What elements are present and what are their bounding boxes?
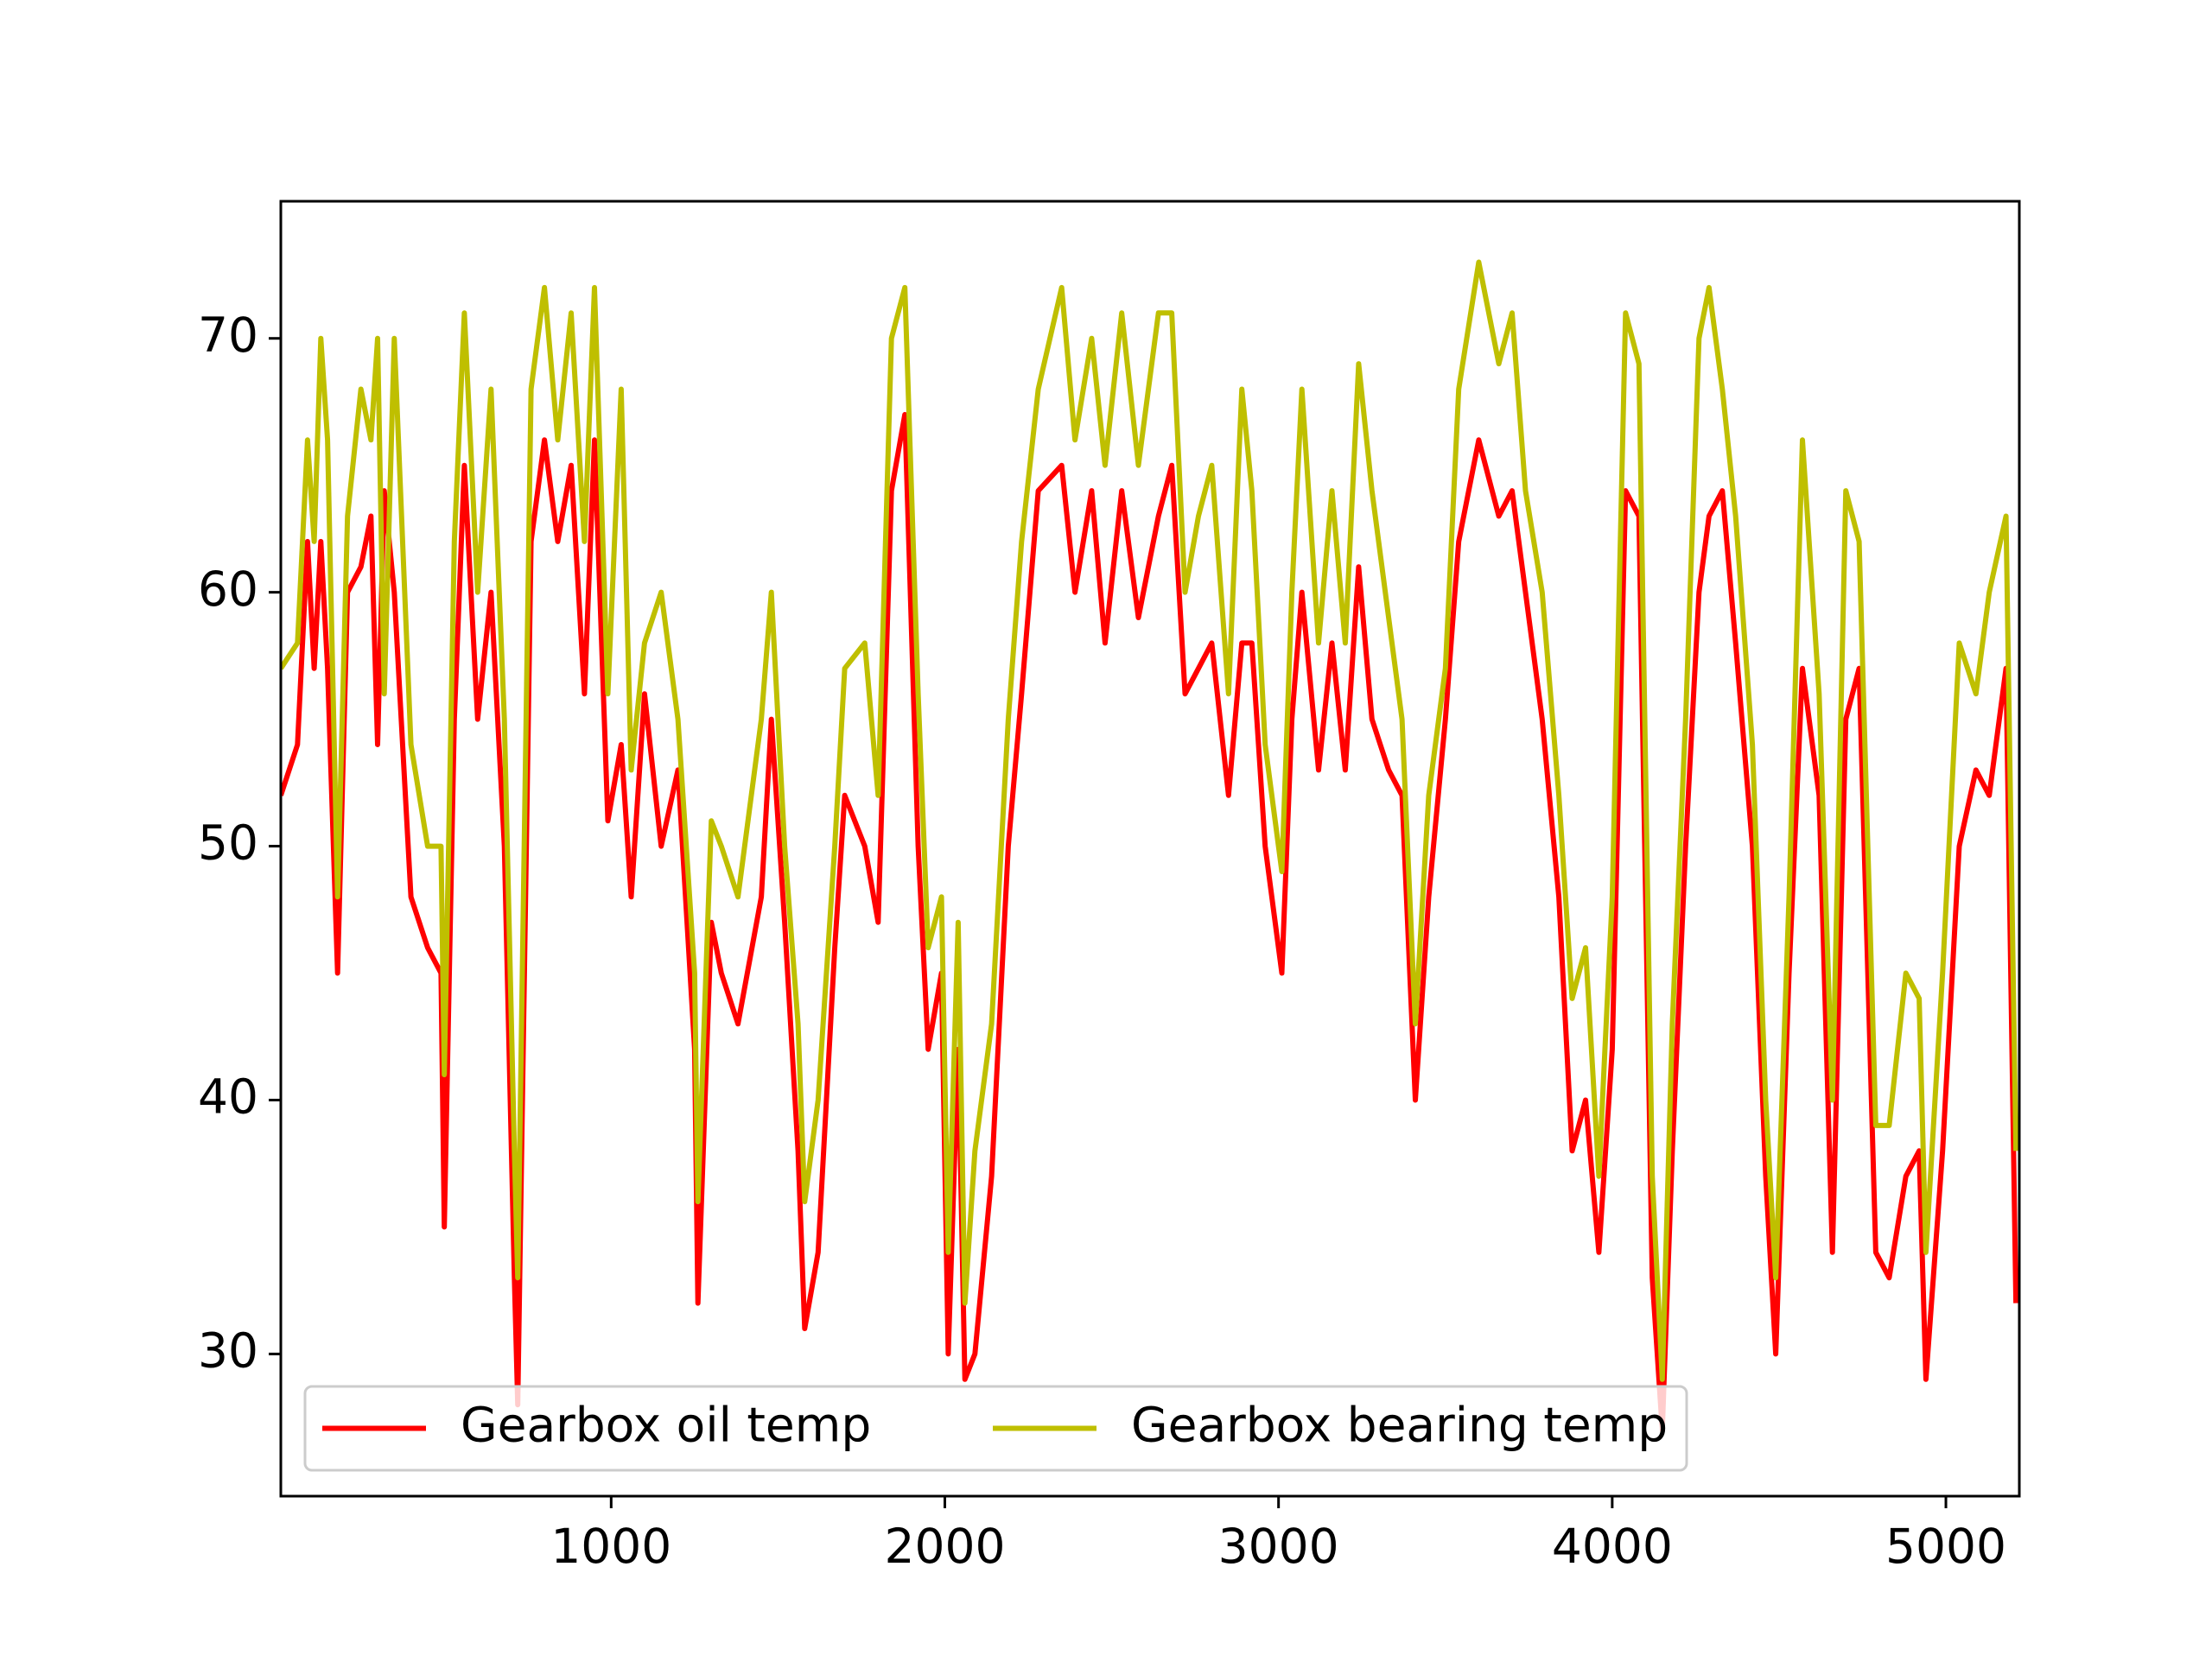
legend-label: Gearbox oil temp <box>461 1398 871 1453</box>
x-tick-label: 1000 <box>550 1519 671 1574</box>
x-tick-label: 5000 <box>1885 1519 2006 1574</box>
y-tick-label: 50 <box>198 815 258 871</box>
series-line <box>281 259 2019 1382</box>
plot-frame <box>279 200 2021 1498</box>
series-line <box>281 411 2019 1433</box>
y-tick-label: 40 <box>198 1069 258 1125</box>
x-tick-label: 2000 <box>885 1519 1006 1574</box>
y-tick-label: 70 <box>198 308 258 363</box>
x-tick-label: 4000 <box>1552 1519 1673 1574</box>
y-tick-label: 30 <box>198 1323 258 1379</box>
x-tick-label: 3000 <box>1218 1519 1339 1574</box>
legend-label: Gearbox bearing temp <box>1131 1398 1668 1453</box>
y-tick-label: 60 <box>198 561 258 617</box>
